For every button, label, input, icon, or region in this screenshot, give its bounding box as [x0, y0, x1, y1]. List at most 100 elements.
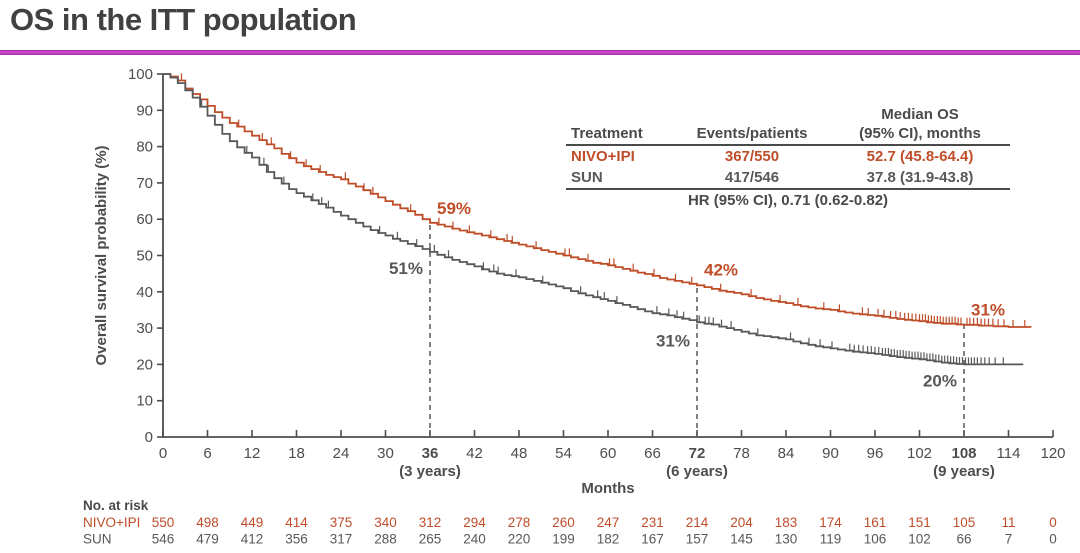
risk-value: 105: [953, 515, 976, 530]
title-accent-rule: [0, 50, 1080, 55]
curve-nivo-ipi: [163, 73, 1032, 328]
risk-value: 204: [730, 515, 753, 530]
annotation-72-31%: 31%: [656, 331, 690, 350]
x-tick-label: 54: [555, 445, 572, 462]
risk-value: 498: [196, 515, 219, 530]
y-tick-label: 20: [136, 356, 153, 373]
x-tick-label: 24: [333, 445, 350, 462]
risk-value: 0: [1049, 532, 1057, 547]
risk-value: 174: [819, 515, 842, 530]
risk-value: 550: [152, 515, 175, 530]
y-tick-label: 90: [136, 102, 153, 119]
risk-table-title: No. at risk: [83, 498, 149, 513]
risk-value: 106: [864, 532, 887, 547]
curve-sun: [163, 73, 1024, 366]
col-header-treatment: Treatment: [571, 125, 643, 142]
nivo-treatment: NIVO+IPI: [571, 148, 635, 165]
risk-value: 66: [956, 532, 971, 547]
y-tick-label: 0: [145, 429, 153, 446]
risk-value: 214: [686, 515, 709, 530]
annotation-108-31%: 31%: [971, 300, 1005, 319]
nivo-events-patients: 367/550: [724, 148, 780, 165]
risk-value: 151: [908, 515, 931, 530]
y-tick-label: 30: [136, 320, 153, 337]
risk-value: 199: [552, 532, 575, 547]
risk-value: 183: [775, 515, 798, 530]
page-title: OS in the ITT population: [10, 2, 357, 37]
risk-value: 340: [374, 515, 397, 530]
risk-value: 375: [330, 515, 353, 530]
series-nivo-ipi: [163, 73, 1032, 328]
risk-value: 449: [241, 515, 264, 530]
risk-value: 317: [330, 532, 353, 547]
median-os-line1: Median OS: [881, 106, 959, 123]
x-tick-label: 78: [733, 445, 750, 462]
sun-treatment: SUN: [571, 169, 603, 186]
risk-row-label: NIVO+IPI: [83, 515, 140, 530]
risk-value: 157: [686, 532, 709, 547]
table-row-nivo-ipi: NIVO+IPI 367/550 52.7 (45.8-64.4): [566, 145, 1010, 167]
y-tick-label: 100: [128, 66, 153, 83]
y-tick-label: 80: [136, 139, 153, 156]
risk-value: 412: [241, 532, 264, 547]
x-tick-label: 30: [377, 445, 394, 462]
x-tick-label: 84: [778, 445, 795, 462]
risk-value: 479: [196, 532, 219, 547]
risk-value: 11: [1001, 515, 1015, 530]
x-axis-title: Months: [581, 480, 634, 497]
risk-value: 102: [908, 532, 931, 547]
x-tick-label: 66: [644, 445, 661, 462]
median-os-line2: (95% CI), months: [859, 125, 981, 142]
hazard-ratio-text: HR (95% CI), 0.71 (0.62-0.82): [687, 192, 889, 209]
y-tick-label: 60: [136, 211, 153, 228]
risk-value: 546: [152, 532, 175, 547]
x-tick-label: 0: [159, 445, 167, 462]
risk-value: 247: [597, 515, 620, 530]
x-tick-label: 90: [822, 445, 839, 462]
reference-lines: [429, 222, 965, 437]
y-tick-label: 70: [136, 175, 153, 192]
annotation-108-20%: 20%: [923, 371, 957, 390]
year-mark-label: (9 years): [933, 463, 995, 480]
risk-value: 231: [641, 515, 664, 530]
risk-value: 119: [820, 532, 842, 547]
annotation-72-42%: 42%: [704, 261, 738, 280]
hazard-ratio-row: HR (95% CI), 0.71 (0.62-0.82): [566, 189, 1010, 211]
sun-median-os: 37.8 (31.9-43.8): [866, 169, 974, 186]
x-tick-label: 108: [951, 445, 976, 462]
risk-value: 145: [730, 532, 753, 547]
series-sun: [163, 73, 1024, 366]
risk-value: 312: [419, 515, 442, 530]
risk-value: 130: [775, 532, 798, 547]
risk-value: 414: [285, 515, 308, 530]
x-tick-label: 102: [907, 445, 932, 462]
col-header-median-os: Median OS (95% CI), months: [830, 104, 1010, 145]
x-tick-label: 12: [244, 445, 261, 462]
x-tick-label: 72: [689, 445, 706, 462]
risk-value: 220: [508, 532, 531, 547]
risk-value: 288: [374, 532, 397, 547]
risk-value: 265: [419, 532, 442, 547]
y-axis-title: Overall survival probability (%): [93, 145, 110, 365]
risk-value: 356: [285, 532, 308, 547]
y-tick-label: 40: [136, 284, 153, 301]
y-tick-label: 10: [136, 393, 153, 410]
annotation-36-51%: 51%: [389, 259, 423, 278]
annotations: 59% 51% 42% 31% 31% 20%: [389, 199, 1005, 391]
median-os-table: Treatment Events/patients Median OS (95%…: [566, 104, 1010, 211]
axes: 0 10 20 30 40 50 60 70 80 90 100 0 6 12 18 24 30 36 42 48 54…: [93, 66, 1066, 497]
x-tick-label: 60: [600, 445, 617, 462]
nivo-median-os: 52.7 (45.8-64.4): [866, 148, 974, 165]
risk-value: 167: [641, 532, 664, 547]
x-tick-label: 18: [288, 445, 305, 462]
risk-value: 240: [463, 532, 486, 547]
x-tick-label: 48: [511, 445, 528, 462]
risk-value: 294: [463, 515, 486, 530]
x-tick-label: 120: [1040, 445, 1065, 462]
table-row-sun: SUN 417/546 37.8 (31.9-43.8): [566, 167, 1010, 189]
risk-value: 260: [552, 515, 575, 530]
x-tick-label: 6: [203, 445, 211, 462]
risk-row-label: SUN: [83, 532, 112, 547]
